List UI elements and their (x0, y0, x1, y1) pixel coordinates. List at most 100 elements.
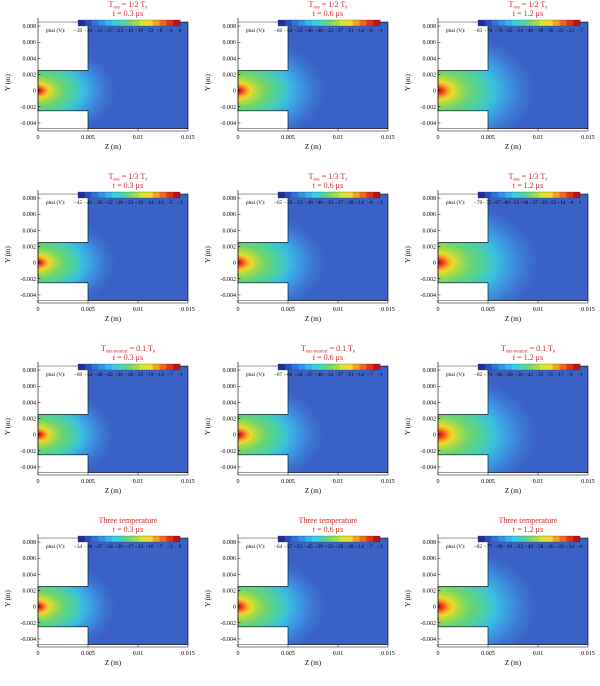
colorbar-tick-label: −25 (135, 372, 144, 378)
x-tick-label: 0.005 (481, 307, 495, 313)
colorbar-frame (77, 535, 181, 543)
colorbar-swatch (518, 536, 526, 542)
colorbar-swatch (498, 364, 506, 370)
x-tick-label: 0 (437, 479, 440, 485)
y-axis-label: Y (m) (204, 74, 212, 91)
y-tick-label: -0.002 (221, 449, 237, 455)
y-tick-label: 0.008 (423, 24, 437, 30)
colorbar-tick-label: −57 (284, 544, 293, 550)
y-tick-label: 0.006 (223, 384, 237, 390)
colorbar-tick-label: −28 (115, 200, 124, 206)
y-axis-label: Y (m) (404, 590, 412, 607)
colorbar-tick-label: −8 (367, 28, 373, 34)
x-tick-label: 0.01 (133, 135, 144, 141)
colorbar-swatch (284, 364, 292, 370)
colorbar-tick-label: −14 (355, 200, 364, 206)
y-tick-label: 0 (233, 261, 236, 267)
y-tick-label: 0 (433, 605, 436, 611)
colorbar-tick-label: −42 (104, 372, 113, 378)
y-tick-label: -0.002 (21, 621, 37, 627)
colorbar-tick-label: −27 (335, 28, 344, 34)
colorbar-swatch (373, 364, 381, 370)
y-tick-label: 0.002 (223, 245, 237, 251)
potential-field (438, 538, 588, 645)
colorbar-tick-label: −53 (294, 28, 303, 34)
colorbar-tick-label: −45 (304, 544, 313, 550)
panel-time: t = 0.3 μs (113, 525, 143, 534)
colorbar-tick-label: −82 (474, 372, 483, 378)
potential-field (438, 194, 588, 301)
colorbar-swatch (559, 192, 567, 198)
colorbar-swatch (125, 536, 133, 542)
colorbar-tick-label: −13 (566, 28, 575, 34)
colorbar-tick-label: −32 (325, 544, 334, 550)
colorbar-swatch (146, 364, 153, 370)
y-tick-label: 0.006 (23, 40, 37, 46)
x-axis-label: Z (m) (505, 487, 522, 495)
y-axis-label: Y (m) (204, 590, 212, 607)
colorbar-swatch (573, 364, 581, 370)
y-tick-label: 0.002 (423, 73, 437, 79)
legend-label: phai (V): (446, 371, 466, 378)
y-tick-label: 0.008 (423, 540, 437, 546)
x-tick-label: 0.005 (81, 479, 95, 485)
colorbar-swatch (539, 364, 547, 370)
y-axis-label: Y (m) (204, 418, 212, 435)
colorbar-swatch (484, 536, 492, 542)
colorbar-swatch (284, 20, 292, 26)
colorbar-tick-label: 0 (179, 544, 182, 550)
y-tick-label: 0 (233, 89, 236, 95)
x-axis-label: Z (m) (305, 315, 322, 323)
colorbar-swatch (359, 20, 367, 26)
colorbar-swatch (559, 536, 567, 542)
colorbar-swatch (78, 364, 85, 370)
colorbar-swatch (166, 192, 174, 198)
colorbar-tick-label: −37 (529, 200, 538, 206)
x-tick-label: 0.01 (533, 307, 544, 313)
colorbar-tick-label: −24 (104, 544, 113, 550)
colorbar-tick-label: −59 (284, 200, 293, 206)
colorbar-tick-label: −44 (520, 200, 529, 206)
colorbar-swatch (478, 364, 485, 370)
contour-panel: 0.008 0.006 0.004 0.002 0 -0.002 -0.004 0 0.005 0… (200, 0, 400, 170)
colorbar-swatch (91, 192, 99, 198)
y-tick-label: 0.004 (23, 228, 37, 234)
colorbar-tick-label: −3 (167, 544, 173, 550)
y-tick-label: 0 (433, 261, 436, 267)
x-tick-label: 0.01 (533, 135, 544, 141)
x-tick-label: 0.005 (481, 479, 495, 485)
colorbar-swatch (339, 192, 347, 198)
y-tick-label: 0.006 (23, 556, 37, 562)
x-tick-label: 0 (37, 307, 40, 313)
colorbar-tick-label: −58 (504, 372, 513, 378)
x-tick-label: 0.01 (533, 479, 544, 485)
y-tick-label: 0 (33, 89, 36, 95)
y-tick-label: 0.002 (223, 417, 237, 423)
y-tick-label: -0.002 (221, 105, 237, 111)
colorbar-swatch (112, 20, 119, 26)
colorbar-swatch (373, 536, 381, 542)
colorbar-swatch (173, 536, 181, 542)
colorbar-tick-label: −1 (377, 544, 383, 550)
colorbar-swatch (118, 20, 126, 26)
x-tick-label: 0.005 (281, 651, 295, 657)
colorbar-tick-label: −22 (548, 200, 557, 206)
colorbar-swatch (284, 192, 292, 198)
colorbar-swatch (125, 364, 133, 370)
colorbar-swatch (312, 192, 319, 198)
colorbar-swatch (159, 20, 167, 26)
x-tick-label: 0.015 (581, 135, 595, 141)
y-tick-label: 0.006 (223, 212, 237, 218)
y-tick-label: 0.002 (423, 245, 437, 251)
colorbar-swatch (518, 20, 526, 26)
y-tick-label: -0.002 (421, 105, 437, 111)
colorbar-tick-label: −39 (315, 544, 324, 550)
colorbar-tick-label: −12 (145, 28, 154, 34)
colorbar-swatch (146, 192, 153, 198)
colorbar-swatch (546, 20, 553, 26)
colorbar-swatch (498, 192, 506, 198)
colorbar-tick-label: −1 (177, 200, 183, 206)
colorbar-swatch (146, 536, 153, 542)
colorbar-swatch (352, 20, 360, 26)
colorbar-swatch (491, 364, 499, 370)
